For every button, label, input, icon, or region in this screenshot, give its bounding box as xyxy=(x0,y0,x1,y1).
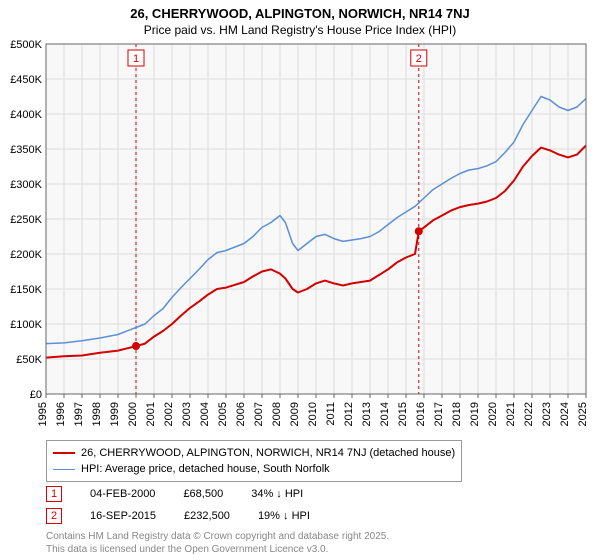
svg-text:2017: 2017 xyxy=(433,402,445,426)
svg-text:2013: 2013 xyxy=(361,402,373,426)
svg-text:2011: 2011 xyxy=(325,402,337,426)
legend-label-hpi: HPI: Average price, detached house, Sout… xyxy=(81,461,330,477)
svg-text:£350K: £350K xyxy=(10,144,42,156)
svg-text:£0: £0 xyxy=(30,389,42,401)
footer: Contains HM Land Registry data © Crown c… xyxy=(46,530,389,556)
svg-text:1: 1 xyxy=(133,53,139,65)
sale-date-2: 16-SEP-2015 xyxy=(90,510,156,522)
svg-text:2015: 2015 xyxy=(397,402,409,426)
svg-text:£400K: £400K xyxy=(10,109,42,121)
svg-text:1999: 1999 xyxy=(109,402,121,426)
sale-date-1: 04-FEB-2000 xyxy=(90,488,155,500)
footer-line2: This data is licensed under the Open Gov… xyxy=(46,543,389,556)
chart-svg: £0 £50K £100K £150K £200K £250K £300K £350K £400… xyxy=(0,0,600,440)
legend-box: 26, CHERRYWOOD, ALPINGTON, NORWICH, NR14… xyxy=(46,440,462,482)
legend-label-price-paid: 26, CHERRYWOOD, ALPINGTON, NORWICH, NR14… xyxy=(81,445,455,461)
svg-text:£100K: £100K xyxy=(10,319,42,331)
svg-text:2016: 2016 xyxy=(415,402,427,426)
svg-text:2002: 2002 xyxy=(163,402,175,426)
svg-text:2014: 2014 xyxy=(379,402,391,426)
svg-text:2025: 2025 xyxy=(577,402,589,426)
svg-text:2003: 2003 xyxy=(181,402,193,426)
svg-text:£300K: £300K xyxy=(10,179,42,191)
svg-text:£50K: £50K xyxy=(16,354,42,366)
svg-text:2006: 2006 xyxy=(235,402,247,426)
legend-row-price-paid: 26, CHERRYWOOD, ALPINGTON, NORWICH, NR14… xyxy=(53,445,455,461)
svg-text:2018: 2018 xyxy=(451,402,463,426)
chart-container: 26, CHERRYWOOD, ALPINGTON, NORWICH, NR14… xyxy=(0,0,600,560)
sale-row-2: 2 16-SEP-2015 £232,500 19% ↓ HPI xyxy=(46,508,310,524)
legend-swatch-hpi xyxy=(53,469,75,470)
legend-row-hpi: HPI: Average price, detached house, Sout… xyxy=(53,461,455,477)
sale-marker-1: 1 xyxy=(46,486,62,502)
svg-text:2001: 2001 xyxy=(145,402,157,426)
svg-text:£450K: £450K xyxy=(10,74,42,86)
svg-text:2: 2 xyxy=(416,53,422,65)
svg-text:2019: 2019 xyxy=(469,402,481,426)
svg-text:2007: 2007 xyxy=(253,402,265,426)
svg-text:2008: 2008 xyxy=(271,402,283,426)
svg-text:£500K: £500K xyxy=(10,39,42,51)
svg-text:2005: 2005 xyxy=(217,402,229,426)
sale-price-1: £68,500 xyxy=(183,488,223,500)
svg-text:2020: 2020 xyxy=(487,402,499,426)
svg-text:2010: 2010 xyxy=(307,402,319,426)
svg-text:1996: 1996 xyxy=(55,402,67,426)
svg-text:2004: 2004 xyxy=(199,402,211,426)
svg-text:£150K: £150K xyxy=(10,284,42,296)
svg-text:2023: 2023 xyxy=(541,402,553,426)
svg-text:£200K: £200K xyxy=(10,249,42,261)
svg-text:2000: 2000 xyxy=(127,402,139,426)
sale-delta-1: 34% ↓ HPI xyxy=(251,488,303,500)
svg-text:£250K: £250K xyxy=(10,214,42,226)
svg-text:2009: 2009 xyxy=(289,402,301,426)
svg-text:2012: 2012 xyxy=(343,402,355,426)
svg-text:1997: 1997 xyxy=(73,402,85,426)
sale-row-1: 1 04-FEB-2000 £68,500 34% ↓ HPI xyxy=(46,486,303,502)
svg-text:1995: 1995 xyxy=(37,402,49,426)
svg-text:2024: 2024 xyxy=(559,402,571,426)
legend-swatch-price-paid xyxy=(53,452,75,454)
footer-line1: Contains HM Land Registry data © Crown c… xyxy=(46,530,389,543)
svg-text:2021: 2021 xyxy=(505,402,517,426)
sale-price-2: £232,500 xyxy=(184,510,230,522)
sale-marker-2: 2 xyxy=(46,508,62,524)
sale-delta-2: 19% ↓ HPI xyxy=(258,510,310,522)
svg-text:2022: 2022 xyxy=(523,402,535,426)
svg-text:1998: 1998 xyxy=(91,402,103,426)
